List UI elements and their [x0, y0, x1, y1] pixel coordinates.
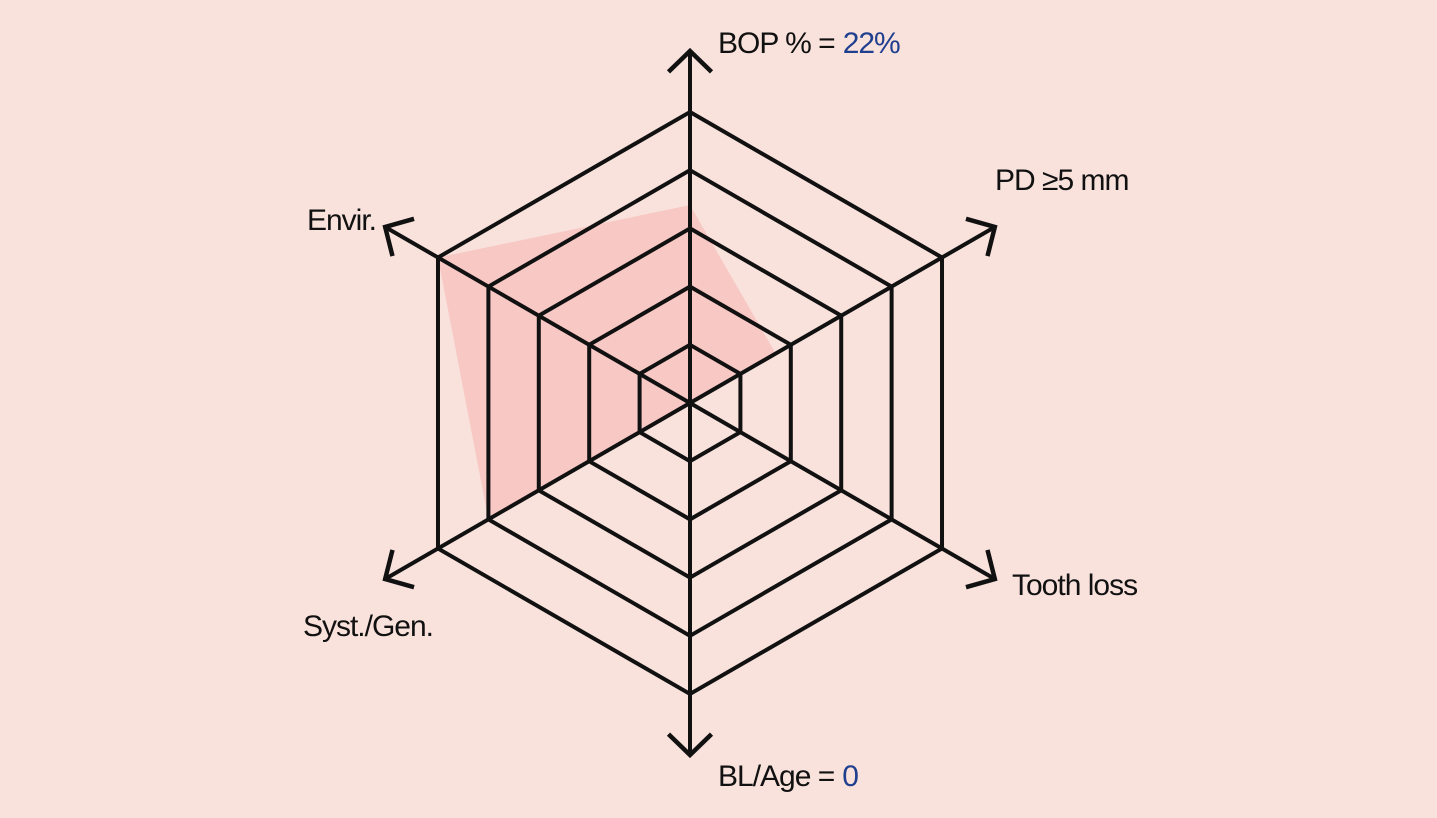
axis-line: [384, 225, 691, 405]
axis-arrow: [666, 47, 714, 74]
axis-label: Syst./Gen.: [303, 610, 433, 643]
axis-label: Envir.: [307, 204, 376, 237]
axis-label: Tooth loss: [1012, 569, 1137, 602]
axis-line: [689, 401, 996, 581]
axis-value: 0: [842, 760, 858, 793]
axis-arrow: [666, 732, 714, 759]
axis-line: [384, 401, 691, 581]
axis-arrow: [965, 549, 998, 590]
axis-label-text: Envir.: [307, 204, 376, 237]
axis-arrow: [382, 549, 415, 590]
axis-label-text: Tooth loss: [1012, 569, 1137, 602]
axis-label: PD ≥5 mm: [995, 164, 1128, 197]
axis-label-text: BL/Age =: [718, 760, 835, 793]
axis-label: BL/Age = 0: [718, 760, 858, 793]
axis-label-text: BOP % =: [718, 27, 835, 60]
axis-label-text: PD ≥5 mm: [995, 164, 1128, 197]
axis-arrow: [382, 216, 415, 257]
axis-line: [689, 225, 996, 405]
axis-value: 22%: [843, 27, 900, 60]
axis-arrow: [965, 216, 998, 257]
axis-label: BOP % = 22%: [718, 27, 900, 60]
axis-label-text: Syst./Gen.: [303, 610, 433, 643]
